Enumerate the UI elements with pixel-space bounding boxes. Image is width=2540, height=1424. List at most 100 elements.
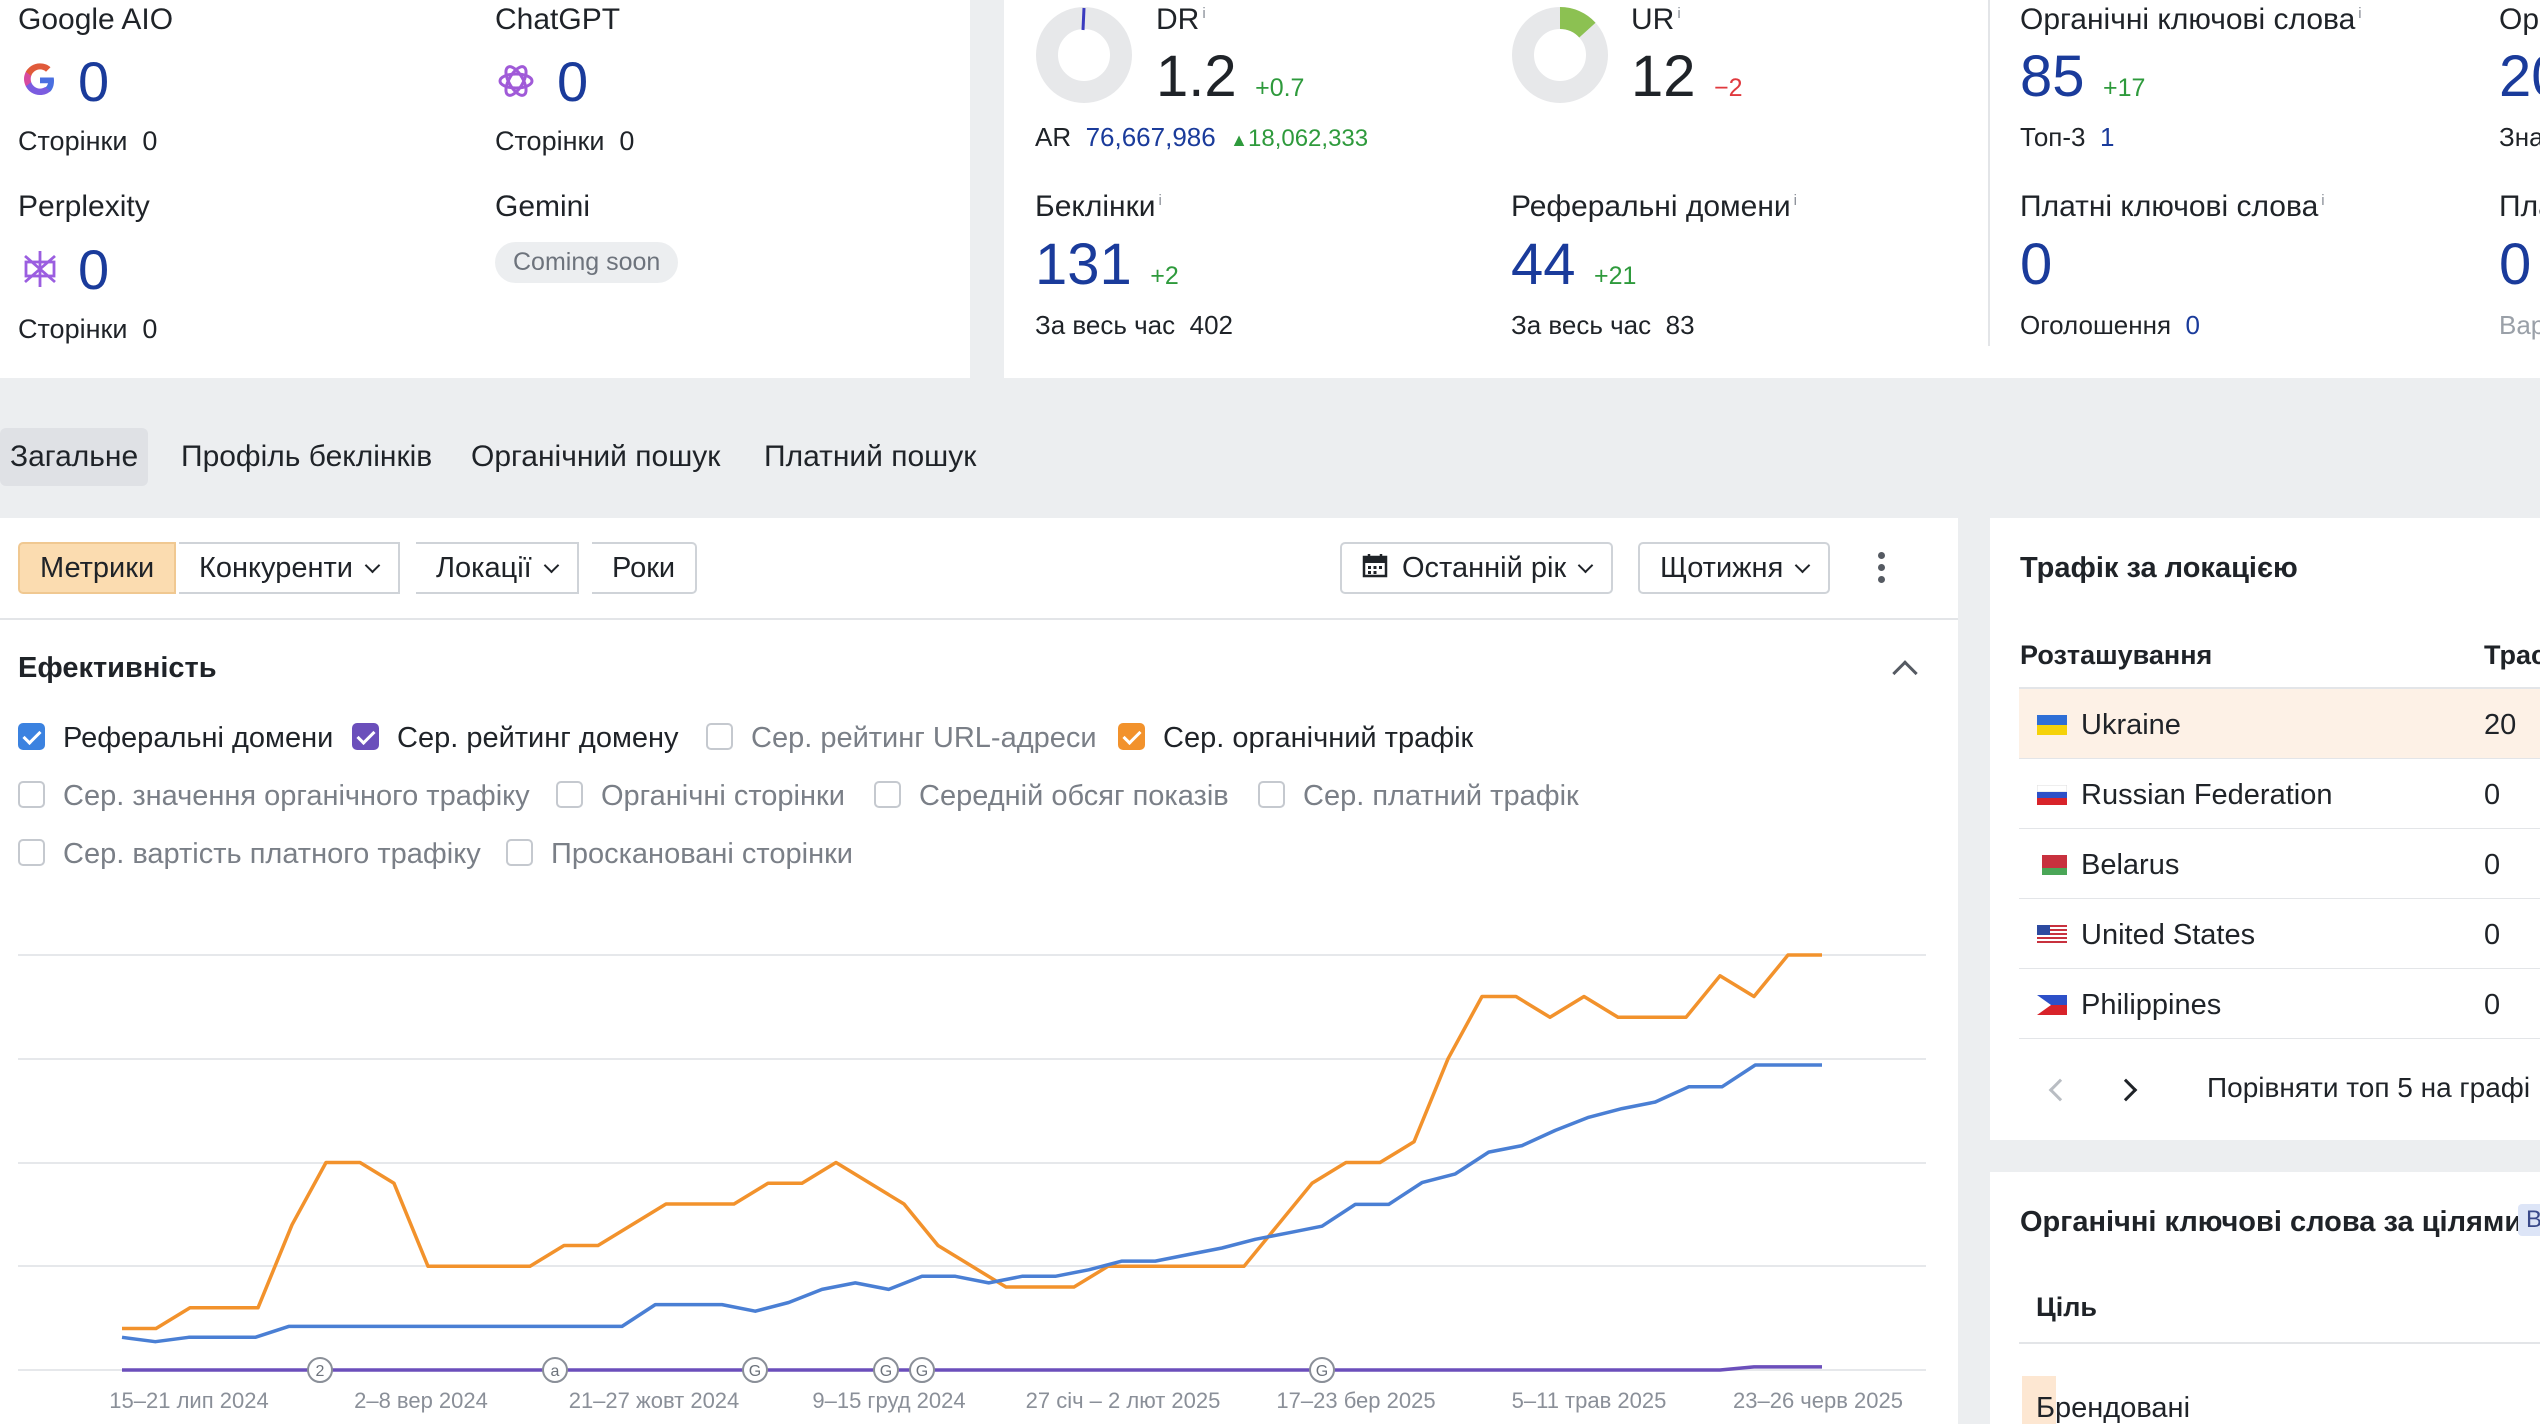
intent-row-branded[interactable]: Брендовані	[2036, 1392, 2191, 1424]
svg-text:G: G	[880, 1363, 892, 1380]
tab-paid-search[interactable]: Платний пошук	[764, 440, 977, 473]
google-aio-title: Google AIO	[18, 3, 174, 36]
checkbox-label: Проскановані сторінки	[551, 838, 853, 870]
checkbox-unchecked-icon[interactable]	[1258, 780, 1285, 808]
flag-ph-icon	[2037, 995, 2067, 1015]
ar-up-icon: ▲	[1230, 130, 1248, 150]
segment-competitors[interactable]: Конкуренти	[179, 542, 400, 594]
series-checkbox[interactable]: Реферальні домени	[18, 722, 333, 755]
checkbox-unchecked-icon[interactable]	[18, 838, 45, 866]
gemini-title: Gemini	[495, 190, 591, 223]
checkbox-unchecked-icon[interactable]	[18, 780, 45, 808]
svg-text:2: 2	[316, 1363, 325, 1380]
info-icon[interactable]: i	[1202, 5, 1206, 22]
chevron-down-icon	[543, 557, 560, 574]
location-row[interactable]: Philippines 0	[2019, 969, 2540, 1039]
perplexity-value[interactable]: 0	[78, 238, 110, 301]
ads-line: Оголошення 0	[2020, 310, 2200, 340]
series-checkbox[interactable]: Сер. рейтинг домену	[352, 722, 679, 755]
paid-keywords-value[interactable]: 0	[2020, 232, 2053, 297]
ar-delta: 18,062,333	[1248, 125, 1369, 152]
annotation-marker: 2	[307, 1357, 333, 1383]
location-traffic: 0	[2484, 919, 2501, 951]
series-checkbox[interactable]: Сер. вартість платного трафіку	[18, 838, 481, 871]
checkbox-unchecked-icon[interactable]	[706, 722, 733, 750]
ref-domains-value[interactable]: 44	[1511, 232, 1576, 297]
checkbox-checked-icon[interactable]	[18, 722, 45, 750]
segment-label: Локації	[436, 552, 532, 584]
checkbox-unchecked-icon[interactable]	[874, 780, 901, 808]
intent-bar	[2022, 1376, 2056, 1424]
checkbox-checked-icon[interactable]	[1118, 722, 1145, 750]
tab-backlink-profile[interactable]: Профіль беклінків	[181, 440, 433, 473]
segment-locations[interactable]: Локації	[416, 542, 579, 594]
chatgpt-value[interactable]: 0	[557, 50, 589, 113]
series-checkbox[interactable]: Середній обсяг показів	[874, 780, 1229, 813]
checkbox-label: Органічні сторінки	[601, 780, 845, 812]
performance-title: Ефективність	[18, 652, 217, 684]
checkbox-label: Сер. рейтинг URL-адреси	[751, 722, 1097, 754]
checkbox-unchecked-icon[interactable]	[506, 838, 533, 866]
x-tick-label: 2–8 вер 2024	[354, 1388, 488, 1413]
google-aio-value[interactable]: 0	[78, 50, 110, 113]
x-tick-label: 27 січ – 2 лют 2025	[1026, 1388, 1221, 1413]
organic-keywords-value-row: 85 +17	[2020, 48, 2145, 106]
period-select[interactable]: Останній рік	[1340, 542, 1614, 594]
performance-chart: 2 a G G G G 15–21 лип 2024 2–8 вер 2024 21–27 жо…	[18, 953, 1926, 1413]
divider	[1988, 0, 1990, 346]
chevron-down-icon	[1577, 557, 1594, 574]
cut-metric-value[interactable]: 20	[2499, 44, 2540, 109]
info-icon[interactable]: i	[1793, 192, 1797, 209]
series-line	[122, 1365, 1822, 1372]
flag-ua-icon	[2037, 715, 2067, 735]
series-checkbox[interactable]: Сер. платний трафік	[1258, 780, 1579, 813]
location-row[interactable]: Ukraine 20	[2019, 689, 2540, 759]
series-checkbox[interactable]: Сер. органічний трафік	[1118, 722, 1473, 755]
organic-keywords-value[interactable]: 85	[2020, 44, 2085, 109]
checkbox-checked-icon[interactable]	[352, 722, 379, 750]
compare-top5-link[interactable]: Порівняти топ 5 на графі	[2207, 1072, 2531, 1103]
perplexity-icon	[24, 251, 56, 287]
series-checkbox[interactable]: Органічні сторінки	[556, 780, 845, 813]
backlinks-value[interactable]: 131	[1035, 232, 1132, 297]
cut-metric-sub: Зна	[2499, 122, 2540, 152]
location-row[interactable]: Belarus 0	[2019, 829, 2540, 899]
ur-label: UR i	[1631, 3, 1681, 36]
chatgpt-title: ChatGPT	[495, 3, 621, 36]
more-options-icon[interactable]	[1878, 552, 1888, 588]
ar-value[interactable]: 76,667,986	[1085, 122, 1216, 152]
info-icon[interactable]: i	[2321, 192, 2325, 209]
series-checkbox[interactable]: Сер. рейтинг URL-адреси	[706, 722, 1097, 755]
intent-col-header: Ціль	[2036, 1292, 2097, 1322]
svg-text:a: a	[551, 1363, 560, 1380]
cut-metric-sub-2: Вар	[2499, 310, 2540, 340]
location-row[interactable]: United States 0	[2019, 899, 2540, 969]
ref-domains-value-row: 44 +21	[1511, 236, 1636, 294]
series-checkbox[interactable]: Сер. значення органічного трафіку	[18, 780, 530, 813]
segment-years[interactable]: Роки	[592, 542, 698, 594]
ur-value: 12	[1631, 44, 1696, 109]
checkbox-unchecked-icon[interactable]	[556, 780, 583, 808]
performance-panel	[0, 518, 1958, 1424]
ads-value[interactable]: 0	[2185, 310, 2200, 340]
info-icon[interactable]: i	[2358, 5, 2362, 22]
location-name: Belarus	[2081, 849, 2180, 881]
google-aio-pages: Сторінки 0	[18, 126, 157, 157]
top3-value[interactable]: 1	[2099, 122, 2115, 152]
tab-overview[interactable]: Загальне	[0, 428, 149, 486]
location-row[interactable]: Russian Federation 0	[2019, 759, 2540, 829]
x-tick-label: 23–26 черв 2025	[1733, 1388, 1903, 1413]
organic-keywords-label: Органічні ключові слова i	[2020, 3, 2362, 36]
series-checkbox[interactable]: Проскановані сторінки	[506, 838, 853, 871]
tab-organic-search[interactable]: Органічний пошук	[471, 440, 721, 473]
chevron-down-icon	[364, 557, 381, 574]
info-icon[interactable]: i	[1158, 192, 1162, 209]
interval-select[interactable]: Щотижня	[1638, 542, 1831, 594]
ai-overview-panel: Google AIO 0 Сторінки 0 ChatGPT 0 Сторін…	[0, 0, 970, 378]
svg-text:G: G	[916, 1363, 928, 1380]
segment-metrics[interactable]: Метрики	[18, 542, 177, 594]
divider	[2019, 1342, 2540, 1344]
info-icon[interactable]: i	[1677, 5, 1681, 22]
location-traffic: 0	[2484, 989, 2501, 1021]
cut-metric-value-2[interactable]: 0	[2499, 232, 2532, 297]
